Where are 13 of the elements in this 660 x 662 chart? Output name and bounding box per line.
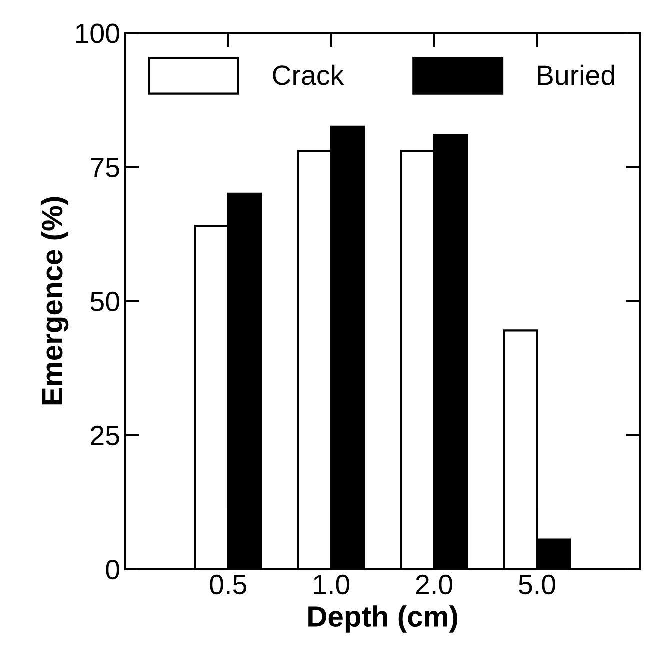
legend-label: Buried <box>538 64 614 86</box>
x-tick-label: 2.0 <box>416 574 453 595</box>
x-tick-label: 0.5 <box>210 574 247 595</box>
y-tick-label: 75 <box>91 158 120 178</box>
y-tick-label: 25 <box>91 426 120 446</box>
x-tick-label: 5.0 <box>519 574 556 595</box>
y-tick-label: 50 <box>90 292 120 312</box>
y-axis-title: Emergence (%) <box>41 197 69 405</box>
y-tick-label: 0 <box>106 560 120 580</box>
legend-label: Crack <box>273 64 344 86</box>
y-tick-label: 100 <box>76 24 120 44</box>
x-tick-label: 1.0 <box>314 574 350 595</box>
x-axis-title: Depth (cm) <box>308 606 458 633</box>
